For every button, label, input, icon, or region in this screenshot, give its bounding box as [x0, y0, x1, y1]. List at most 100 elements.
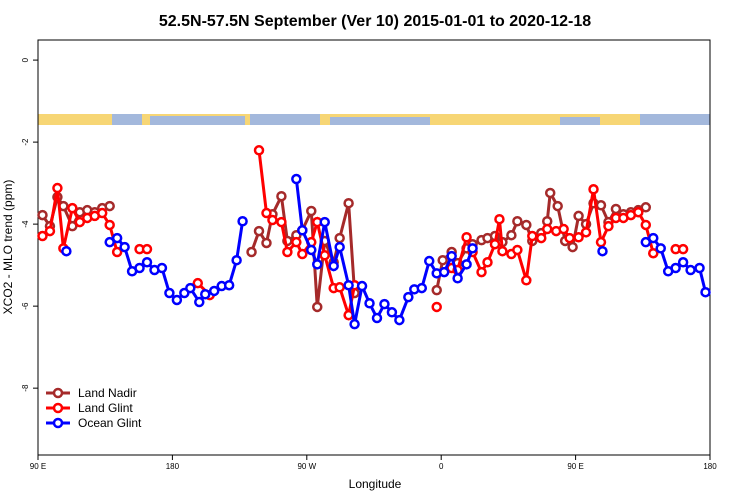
- data-point: [104, 200, 115, 212]
- data-point: [677, 243, 689, 255]
- legend-label: Land Glint: [78, 401, 133, 415]
- data-point: [343, 197, 354, 209]
- x-tick-label: 90 E: [567, 462, 583, 471]
- data-point: [521, 219, 532, 231]
- data-point: [476, 266, 487, 278]
- data-point: [648, 247, 659, 259]
- data-point: [431, 284, 442, 296]
- data-point: [573, 210, 584, 222]
- data-point: [694, 262, 705, 274]
- data-point: [223, 279, 235, 291]
- data-point: [276, 190, 287, 202]
- data-point: [670, 262, 681, 274]
- data-point: [633, 206, 644, 218]
- data-point: [291, 236, 302, 248]
- data-point: [134, 262, 145, 274]
- data-point: [37, 230, 48, 242]
- data-point: [104, 219, 115, 231]
- data-point: [700, 286, 711, 298]
- data-point: [253, 145, 265, 156]
- data-point: [544, 187, 556, 199]
- data-point: [461, 259, 472, 270]
- data-point: [312, 259, 323, 270]
- data-point: [489, 238, 501, 250]
- data-point: [573, 231, 584, 243]
- data-point: [297, 248, 308, 260]
- x-tick-label: 0: [439, 462, 444, 471]
- data-point: [640, 202, 652, 213]
- data-point: [431, 301, 442, 313]
- data-point: [119, 241, 130, 253]
- data-point: [597, 245, 608, 257]
- data-point: [521, 275, 532, 286]
- data-point: [371, 312, 383, 324]
- x-tick-label: 180: [166, 462, 180, 471]
- data-point: [461, 231, 472, 243]
- data-point: [677, 257, 689, 268]
- data-point: [61, 245, 72, 257]
- y-tick-label: -2: [21, 138, 30, 146]
- legend-marker: [52, 402, 64, 414]
- data-point: [467, 243, 478, 254]
- data-point: [349, 318, 360, 330]
- legend-marker: [52, 387, 64, 399]
- y-axis-label: XCO2 - MLO trend (ppm): [1, 180, 15, 315]
- data-point: [527, 230, 538, 242]
- chart-title: 52.5N-57.5N September (Ver 10) 2015-01-0…: [159, 13, 591, 30]
- data-point: [200, 288, 211, 300]
- data-point: [685, 264, 696, 276]
- data-point: [208, 285, 220, 297]
- data-point: [482, 257, 493, 268]
- data-point: [386, 307, 398, 318]
- data-point: [655, 243, 666, 254]
- data-point: [595, 236, 607, 248]
- data-point: [282, 246, 293, 258]
- data-point: [261, 237, 272, 249]
- data-point: [261, 207, 272, 219]
- data-point: [306, 205, 317, 217]
- y-tick-label: -4: [21, 220, 30, 228]
- data-point: [506, 229, 517, 241]
- data-point: [291, 173, 302, 185]
- data-point: [446, 250, 457, 262]
- data-point: [231, 254, 242, 266]
- data-point: [497, 245, 508, 257]
- data-point: [192, 277, 204, 289]
- data-point: [552, 200, 563, 212]
- data-point: [334, 241, 345, 253]
- data-point: [364, 298, 375, 309]
- data-point: [111, 246, 123, 258]
- data-point: [141, 257, 153, 268]
- data-point: [452, 273, 463, 284]
- data-point: [512, 244, 523, 256]
- data-point: [356, 280, 368, 292]
- data-point: [328, 260, 339, 272]
- data-point: [334, 232, 345, 244]
- data-point: [74, 216, 86, 228]
- legend-label: Land Nadir: [78, 386, 137, 400]
- data-point: [44, 225, 56, 237]
- data-point: [424, 255, 435, 267]
- data-point: [253, 225, 265, 237]
- data-point: [394, 314, 405, 326]
- data-point: [379, 298, 390, 310]
- data-point: [67, 202, 78, 214]
- data-point: [194, 296, 205, 308]
- data-point: [171, 294, 183, 306]
- data-point: [438, 266, 450, 278]
- data-point: [595, 200, 607, 211]
- data-point: [403, 291, 414, 303]
- data-point: [648, 232, 659, 244]
- data-point: [104, 236, 115, 248]
- data-point: [37, 209, 48, 221]
- map-strip: [38, 114, 710, 125]
- data-point: [603, 220, 614, 232]
- plot-frame: [37, 39, 711, 456]
- legend-label: Ocean Glint: [78, 416, 142, 430]
- data-point: [297, 225, 308, 236]
- data-point: [564, 232, 575, 244]
- data-point: [541, 223, 553, 235]
- data-point: [306, 244, 317, 256]
- data-point: [640, 219, 652, 231]
